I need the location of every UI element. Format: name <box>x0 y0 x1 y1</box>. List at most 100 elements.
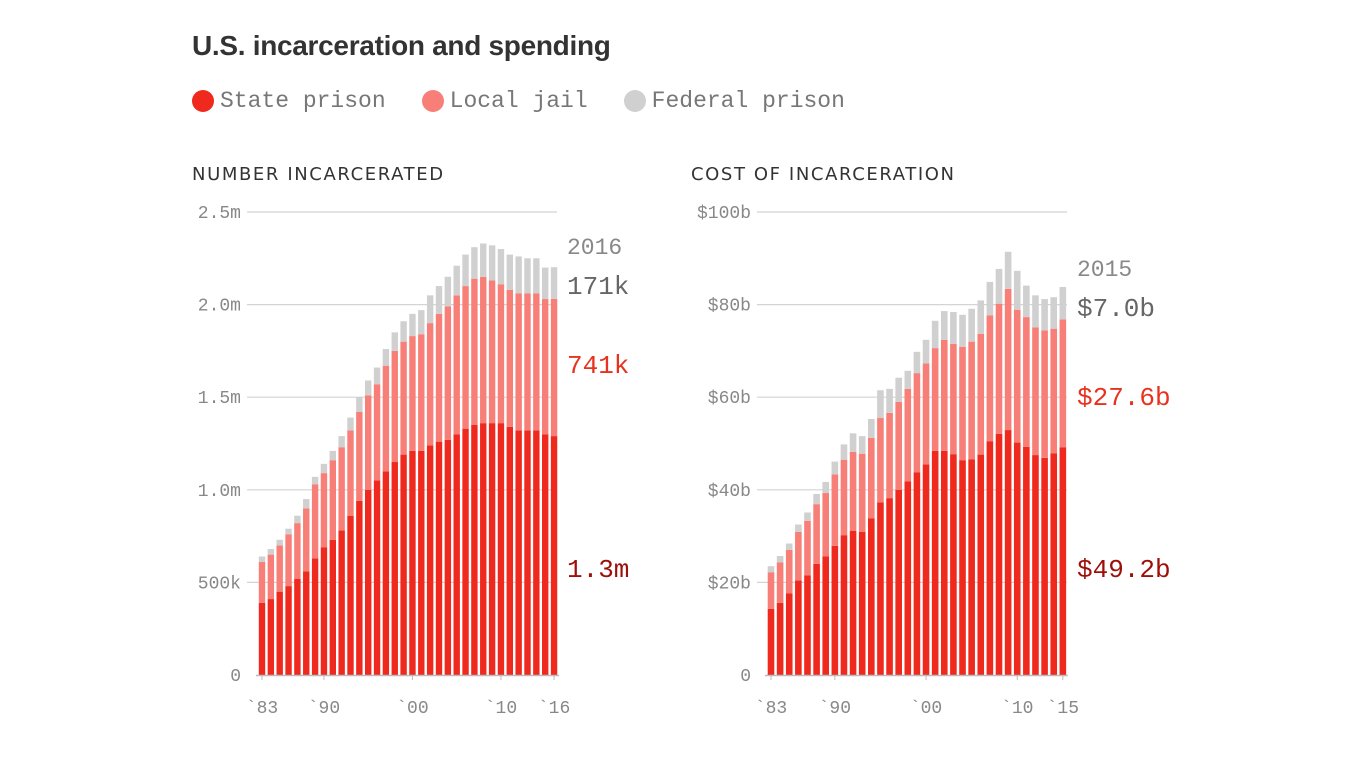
legend-item-state: State prison <box>192 88 386 114</box>
bar-jail-2000 <box>409 336 416 451</box>
bar-state-1996 <box>886 498 893 675</box>
bar-state-1988 <box>303 571 310 675</box>
x-tick-label: `90 <box>819 699 851 719</box>
bar-federal-2010 <box>497 249 505 285</box>
legend-item-federal: Federal prison <box>623 88 845 114</box>
x-tick-label: `10 <box>485 699 517 719</box>
bar-state-1994 <box>868 518 875 675</box>
bar-jail-1990 <box>320 473 328 548</box>
bar-federal-2012 <box>1032 295 1039 328</box>
bar-jail-1998 <box>391 350 398 463</box>
bar-federal-1991 <box>329 450 336 461</box>
bar-state-1999 <box>400 454 407 675</box>
bar-jail-2015 <box>1059 319 1067 448</box>
y-tick-label: $100b <box>697 204 751 224</box>
bar-state-1985 <box>276 591 283 675</box>
bar-jail-1983 <box>767 572 775 609</box>
bar-jail-2006 <box>462 286 469 429</box>
bar-federal-1997 <box>382 349 390 366</box>
y-tick-label: 1.5m <box>198 389 241 409</box>
bar-state-2009 <box>488 423 496 675</box>
bar-state-2001 <box>418 450 425 675</box>
bar-jail-1993 <box>347 430 354 516</box>
bar-federal-1994 <box>356 397 363 413</box>
bar-state-2012 <box>1032 455 1039 675</box>
bar-jail-2015 <box>542 299 549 435</box>
end-label-federal: 171k <box>567 272 629 302</box>
bar-federal-1983 <box>258 556 266 563</box>
bar-jail-1997 <box>382 365 390 472</box>
bar-federal-1998 <box>391 332 398 351</box>
legend-swatch-state <box>192 90 214 112</box>
bar-jail-2011 <box>506 289 513 427</box>
legend-swatch-jail <box>421 90 444 112</box>
bar-jail-2001 <box>931 348 939 451</box>
chart-cost-of-incarceration: COST OF INCARCERATION 0 $20b $40b $60b $80b $1… <box>691 164 1171 719</box>
bar-federal-1998 <box>904 370 912 389</box>
bar-federal-1991 <box>840 444 848 460</box>
bar-state-2013 <box>524 430 531 675</box>
bar-state-2003 <box>435 441 443 675</box>
bar-federal-2013 <box>1041 299 1048 331</box>
end-label-state: $49.2b <box>1077 555 1171 585</box>
bar-state-1991 <box>840 535 848 675</box>
bar-federal-2000 <box>922 339 930 364</box>
bar-state-2005 <box>968 459 975 675</box>
y-tick-label: $80b <box>708 297 751 317</box>
bar-jail-2004 <box>959 346 966 461</box>
bar-jail-1989 <box>822 493 830 557</box>
bar-federal-2002 <box>426 295 434 324</box>
bar-federal-2003 <box>950 312 957 344</box>
y-tick-label: $40b <box>708 482 751 502</box>
bar-jail-2013 <box>1041 330 1048 458</box>
legend-label: Federal prison <box>651 88 845 114</box>
bar-state-2007 <box>986 441 994 675</box>
bar-state-2010 <box>1013 442 1021 675</box>
bar-jail-2002 <box>426 323 434 446</box>
bar-state-1990 <box>320 547 328 675</box>
bar-jail-1996 <box>373 384 381 481</box>
bar-jail-2008 <box>480 276 487 424</box>
bar-federal-1992 <box>338 436 345 448</box>
bar-state-1983 <box>258 602 266 675</box>
bar-federal-2005 <box>968 308 975 342</box>
bar-federal-2006 <box>462 254 469 287</box>
bar-jail-1995 <box>365 395 372 490</box>
bar-jail-2009 <box>488 280 496 424</box>
y-tick-label: 2.5m <box>198 204 241 224</box>
end-label-year: 2015 <box>1077 257 1132 283</box>
bar-jail-2005 <box>453 295 460 435</box>
bar-jail-1986 <box>795 531 802 581</box>
bar-federal-2004 <box>444 276 452 307</box>
bar-federal-1996 <box>373 367 381 385</box>
bar-state-2006 <box>462 428 469 675</box>
bar-federal-2001 <box>931 320 939 349</box>
bar-jail-1994 <box>356 412 363 501</box>
chart-title: U.S. incarceration and spending <box>192 30 611 61</box>
bar-state-2015 <box>1059 447 1067 675</box>
x-tick-label: `10 <box>1001 699 1033 719</box>
bar-federal-1992 <box>849 433 857 452</box>
bar-jail-1994 <box>868 437 875 519</box>
x-tick-label: `16 <box>538 699 570 719</box>
bar-state-1999 <box>913 472 921 675</box>
bar-federal-1999 <box>913 351 921 374</box>
bar-state-2000 <box>922 464 930 675</box>
bar-state-2002 <box>940 450 948 675</box>
bar-state-2014 <box>533 430 540 675</box>
bar-jail-2012 <box>515 293 522 431</box>
bar-state-1993 <box>347 515 354 675</box>
bar-federal-2010 <box>1013 270 1021 310</box>
bar-federal-1983 <box>767 566 775 573</box>
bar-state-2004 <box>959 460 966 675</box>
bar-federal-2001 <box>418 310 425 335</box>
bar-state-1996 <box>373 480 381 675</box>
bar-jail-1995 <box>877 418 884 503</box>
bar-state-2004 <box>444 439 452 675</box>
bar-federal-1989 <box>311 476 319 485</box>
bar-state-1987 <box>804 575 811 675</box>
bar-state-1991 <box>329 539 336 675</box>
bar-jail-1984 <box>776 562 784 603</box>
end-label-jail: $27.6b <box>1077 383 1171 413</box>
bar-jail-1987 <box>294 523 301 579</box>
